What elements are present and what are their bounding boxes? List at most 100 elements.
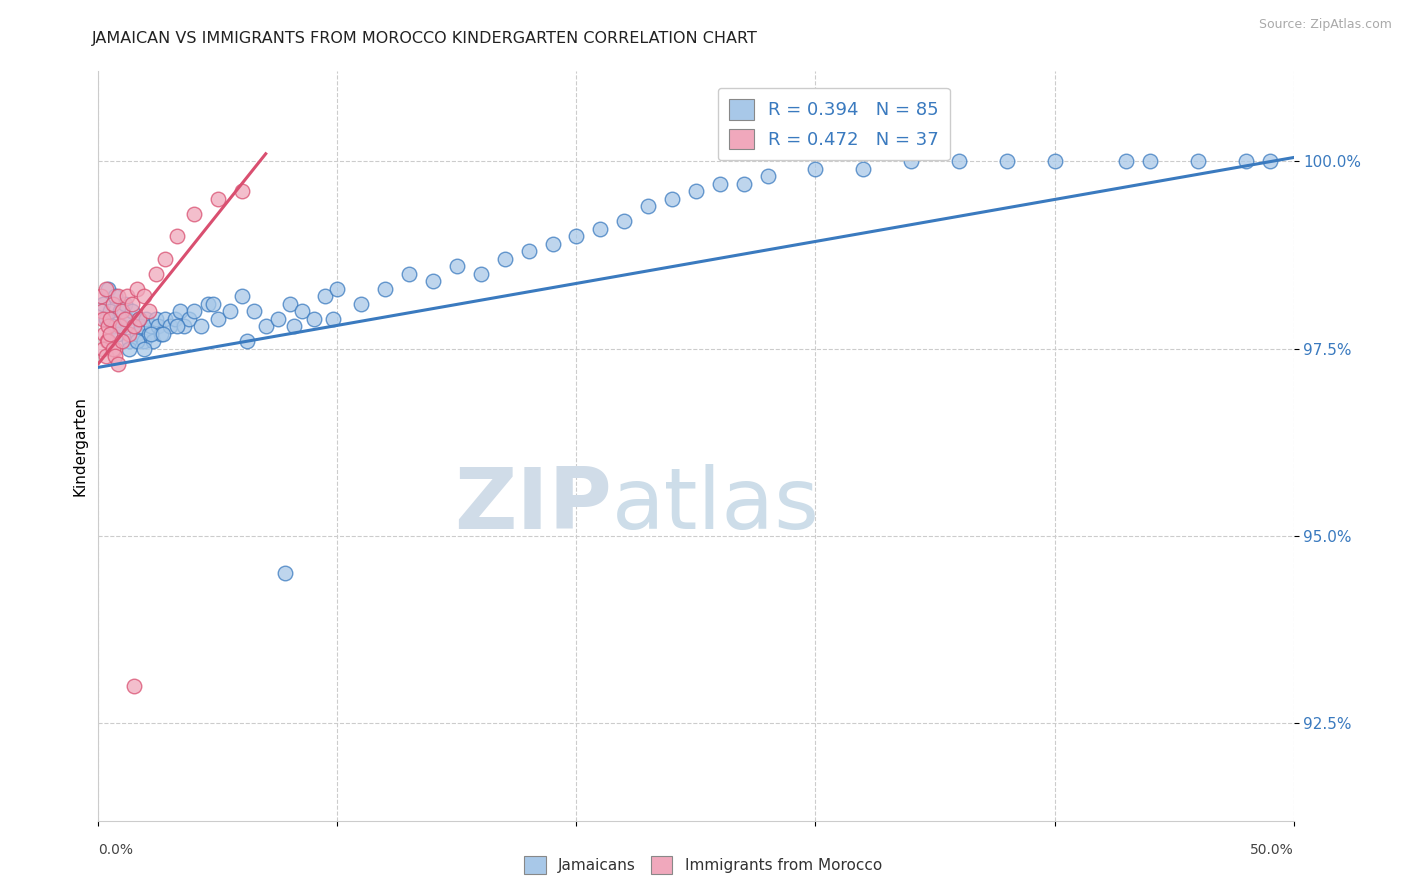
Point	[145, 267, 167, 281]
Point	[202, 296, 225, 310]
Point	[494, 252, 516, 266]
Point	[148, 319, 170, 334]
Point	[995, 154, 1018, 169]
Point	[91, 342, 114, 356]
Point	[108, 319, 131, 334]
Point	[94, 282, 117, 296]
Point	[231, 184, 253, 198]
Point	[139, 326, 162, 341]
Point	[446, 259, 468, 273]
Point	[183, 207, 205, 221]
Point	[152, 326, 174, 341]
Point	[326, 282, 349, 296]
Point	[613, 214, 636, 228]
Point	[231, 289, 253, 303]
Point	[155, 252, 177, 266]
Point	[107, 289, 129, 303]
Point	[101, 342, 124, 356]
Point	[91, 311, 114, 326]
Point	[125, 334, 148, 348]
Point	[155, 311, 177, 326]
Point	[302, 311, 325, 326]
Point	[139, 319, 162, 334]
Point	[124, 679, 146, 693]
Point	[166, 229, 188, 244]
Legend: R = 0.394   N = 85, R = 0.472   N = 37: R = 0.394 N = 85, R = 0.472 N = 37	[717, 88, 950, 161]
Point	[197, 296, 219, 310]
Point	[219, 304, 242, 318]
Point	[267, 311, 290, 326]
Point	[90, 289, 112, 303]
Point	[254, 319, 277, 334]
Point	[274, 566, 297, 581]
Point	[173, 319, 195, 334]
Text: JAMAICAN VS IMMIGRANTS FROM MOROCCO KINDERGARTEN CORRELATION CHART: JAMAICAN VS IMMIGRANTS FROM MOROCCO KIND…	[91, 31, 758, 46]
Point	[94, 349, 117, 363]
Point	[128, 311, 150, 326]
Point	[315, 289, 337, 303]
Point	[94, 311, 117, 326]
Point	[374, 282, 396, 296]
Point	[124, 319, 146, 334]
Point	[709, 177, 731, 191]
Legend: Jamaicans, Immigrants from Morocco: Jamaicans, Immigrants from Morocco	[517, 850, 889, 880]
Point	[91, 304, 114, 318]
Point	[565, 229, 588, 244]
Point	[1043, 154, 1066, 169]
Point	[948, 154, 970, 169]
Point	[291, 304, 314, 318]
Point	[132, 342, 155, 356]
Point	[283, 319, 305, 334]
Text: atlas: atlas	[613, 465, 820, 548]
Point	[470, 267, 492, 281]
Point	[422, 274, 444, 288]
Point	[115, 311, 138, 326]
Point	[101, 319, 124, 334]
Point	[322, 311, 344, 326]
Point	[163, 311, 186, 326]
Point	[804, 161, 827, 176]
Point	[91, 296, 114, 310]
Point	[108, 304, 131, 318]
Point	[733, 177, 755, 191]
Point	[1115, 154, 1137, 169]
Point	[756, 169, 779, 184]
Point	[104, 289, 127, 303]
Point	[235, 334, 257, 348]
Point	[243, 304, 266, 318]
Point	[541, 236, 564, 251]
Point	[118, 342, 141, 356]
Point	[114, 311, 136, 326]
Text: ZIP: ZIP	[454, 465, 613, 548]
Point	[179, 311, 201, 326]
Point	[1139, 154, 1161, 169]
Point	[589, 221, 612, 235]
Point	[124, 319, 146, 334]
Point	[1187, 154, 1209, 169]
Point	[138, 304, 160, 318]
Point	[900, 154, 922, 169]
Point	[111, 319, 134, 334]
Point	[207, 192, 229, 206]
Point	[278, 296, 301, 310]
Point	[661, 192, 683, 206]
Point	[104, 349, 127, 363]
Point	[121, 304, 143, 318]
Point	[111, 304, 134, 318]
Point	[159, 319, 181, 334]
Point	[183, 304, 205, 318]
Point	[118, 326, 141, 341]
Point	[132, 334, 155, 348]
Point	[107, 357, 129, 371]
Point	[98, 326, 122, 341]
Point	[852, 161, 875, 176]
Point	[350, 296, 373, 310]
Point	[114, 296, 136, 310]
Point	[142, 334, 165, 348]
Point	[637, 199, 659, 213]
Point	[132, 289, 155, 303]
Point	[398, 267, 420, 281]
Y-axis label: Kindergarten: Kindergarten	[72, 396, 87, 496]
Text: Source: ZipAtlas.com: Source: ZipAtlas.com	[1258, 18, 1392, 31]
Point	[128, 311, 150, 326]
